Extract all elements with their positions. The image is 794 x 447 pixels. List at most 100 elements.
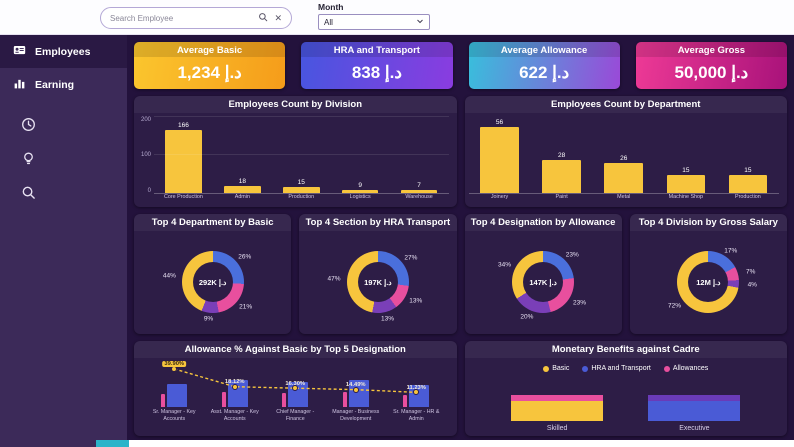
bar[interactable] bbox=[165, 129, 202, 193]
allowance-bar[interactable] bbox=[221, 392, 226, 407]
donut-ring[interactable]: 147K د.إ bbox=[512, 251, 575, 314]
donut-percent-label: 13% bbox=[380, 315, 394, 323]
cadre-label: Skilled bbox=[546, 425, 568, 432]
bar-Admin[interactable]: 18 bbox=[213, 117, 272, 193]
bar-Logistics[interactable]: 9 bbox=[331, 117, 390, 193]
bar-Joinery[interactable]: 56 bbox=[469, 117, 531, 193]
top4-division-gross-card: Top 4 Division by Gross Salary 12M د.إ 17… bbox=[629, 214, 787, 334]
line-marker[interactable] bbox=[413, 389, 420, 396]
search-icon[interactable] bbox=[258, 12, 268, 24]
bar-Warehouse[interactable]: 7 bbox=[390, 117, 449, 193]
monetary-benefits-chart[interactable]: Basic HRA and Transport Allowances Skilled E… bbox=[465, 358, 788, 436]
combo-chart: 39.90% 18.12% 16.30% 14.49% 11.23% Sr. Manage… bbox=[134, 358, 457, 436]
clock-icon[interactable] bbox=[21, 117, 37, 133]
combo-category-label: Asst. Manager - Key Accounts bbox=[210, 409, 259, 422]
bulb-icon[interactable] bbox=[21, 151, 37, 167]
bar-Production[interactable]: 15 bbox=[717, 117, 779, 193]
bar[interactable] bbox=[400, 190, 438, 193]
legend-item-allowances[interactable]: Allowances bbox=[663, 365, 708, 372]
chart-title: Top 4 Section by HRA Transport bbox=[299, 214, 457, 231]
legend: Basic HRA and Transport Allowances bbox=[475, 362, 778, 376]
basic-bar[interactable] bbox=[167, 383, 188, 407]
combo-category-labels: Sr. Manager - Key Accounts Asst. Manager … bbox=[144, 409, 447, 434]
bar[interactable] bbox=[283, 187, 320, 193]
legend-item-basic[interactable]: Basic bbox=[543, 365, 569, 372]
plot-area: 166 18 15 9 7 Core Production Admin Production L… bbox=[154, 115, 449, 205]
month-dropdown-value: All bbox=[324, 17, 333, 27]
designation-allowance-donut[interactable]: 147K د.إ 23% 23% 20% 34% bbox=[465, 231, 622, 334]
legend-item-hra-and-transport[interactable]: HRA and Transport bbox=[582, 365, 651, 372]
bar[interactable] bbox=[542, 160, 581, 193]
stacked-bar-skilled[interactable]: Skilled bbox=[511, 395, 604, 432]
allowance-bar[interactable] bbox=[161, 394, 166, 407]
allowance-bar[interactable] bbox=[403, 394, 408, 407]
month-dropdown[interactable]: All bbox=[318, 14, 430, 30]
line-marker[interactable] bbox=[231, 383, 238, 390]
legend-label: Basic bbox=[552, 365, 570, 373]
bar-value-label: 15 bbox=[744, 167, 752, 175]
top4-section-hra-card: Top 4 Section by HRA Transport 197K د.إ 2… bbox=[299, 214, 457, 334]
allowance-bar[interactable] bbox=[282, 393, 287, 407]
category-label: Production bbox=[288, 194, 315, 200]
gridline bbox=[154, 153, 449, 155]
bar-segment bbox=[511, 395, 604, 401]
division-bar-chart[interactable]: 200 100 0 166 18 15 9 7 Core Production Admin Prod… bbox=[134, 113, 457, 207]
line-marker[interactable] bbox=[352, 386, 359, 393]
y-axis-label: 100 bbox=[140, 152, 151, 159]
donut-ring[interactable]: 292K د.إ bbox=[181, 251, 244, 314]
bar-Machine Shop[interactable]: 15 bbox=[655, 117, 717, 193]
stacked-bar[interactable] bbox=[648, 395, 741, 421]
combo-category-label: Manager - Business Development bbox=[332, 409, 380, 422]
monetary-benefits-card: Monetary Benefits against Cadre Basic HRA… bbox=[464, 341, 788, 436]
division-gross-donut[interactable]: 12M د.إ 17% 7% 4% 72% bbox=[630, 231, 787, 334]
allowance-vs-basic-card: Allowance % Against Basic by Top 5 Desig… bbox=[134, 341, 457, 436]
department-basic-donut[interactable]: 292K د.إ 26% 21% 9% 44% bbox=[134, 231, 291, 334]
bar[interactable] bbox=[341, 189, 379, 193]
search-box[interactable]: ✕ bbox=[100, 7, 292, 29]
kpi-title: Average Gross bbox=[635, 42, 787, 57]
donut-ring[interactable]: 197K د.إ bbox=[346, 251, 409, 314]
bar-Paint[interactable]: 28 bbox=[531, 117, 593, 193]
search-icon[interactable] bbox=[21, 185, 37, 201]
line-value-label: 11.23% bbox=[406, 384, 426, 391]
category-label: Production bbox=[735, 194, 761, 200]
sidebar-item-earning[interactable]: Earning bbox=[0, 68, 127, 101]
bar-Metal[interactable]: 26 bbox=[593, 117, 655, 193]
allowance-bar[interactable] bbox=[342, 392, 347, 407]
combo-category-label: Sr. Manager - Key Accounts bbox=[152, 409, 196, 422]
department-bar-chart[interactable]: 56 28 26 15 15 Joinery Paint Metal Machine Shop P… bbox=[465, 113, 788, 207]
bar-chart-plot: 200 100 0 166 18 15 9 7 Core Production Admin Prod… bbox=[134, 113, 457, 207]
combo-group-1[interactable] bbox=[144, 361, 205, 407]
stacked-bar-executive[interactable]: Executive bbox=[648, 395, 741, 432]
stacked-bar[interactable] bbox=[511, 395, 604, 421]
donut-percent-label: 27% bbox=[404, 254, 418, 262]
donut-ring[interactable]: 12M د.إ bbox=[677, 251, 740, 314]
y-axis-label: 200 bbox=[140, 116, 151, 123]
allowance-basic-combo-chart[interactable]: 39.90% 18.12% 16.30% 14.49% 11.23% Sr. Manage… bbox=[134, 358, 457, 436]
stacked-bars-area: Skilled Executive bbox=[475, 376, 778, 432]
bar-value-label: 28 bbox=[558, 152, 566, 160]
donut-percent-label: 44% bbox=[162, 272, 176, 280]
line-marker[interactable] bbox=[292, 385, 299, 392]
search-input[interactable] bbox=[110, 13, 253, 23]
clear-search-icon[interactable]: ✕ bbox=[274, 12, 282, 23]
donut-percent-label: 34% bbox=[498, 261, 512, 269]
donut-center-value: 12M د.إ bbox=[696, 277, 721, 287]
bar[interactable] bbox=[728, 175, 768, 193]
line-value-label: 14.49% bbox=[345, 382, 366, 389]
horizontal-scrollbar-thumb[interactable] bbox=[96, 440, 129, 447]
bar[interactable] bbox=[666, 175, 706, 193]
sidebar-item-employees[interactable]: Employees bbox=[0, 35, 127, 68]
category-label: Warehouse bbox=[405, 194, 433, 200]
line-value-label: 18.12% bbox=[224, 379, 245, 386]
line-value-label: 39.90% bbox=[162, 361, 187, 368]
bar[interactable] bbox=[224, 186, 261, 193]
bar[interactable] bbox=[604, 162, 643, 193]
donut-percent-label: 26% bbox=[238, 253, 252, 261]
bars-area: 56 28 26 15 15 bbox=[468, 117, 779, 194]
section-hra-donut[interactable]: 197K د.إ 27% 13% 13% 47% bbox=[299, 231, 456, 334]
bar-Production[interactable]: 15 bbox=[272, 117, 331, 193]
bar[interactable] bbox=[480, 127, 519, 193]
bar-Core Production[interactable]: 166 bbox=[154, 117, 213, 193]
y-axis: 200 100 0 bbox=[138, 117, 154, 205]
